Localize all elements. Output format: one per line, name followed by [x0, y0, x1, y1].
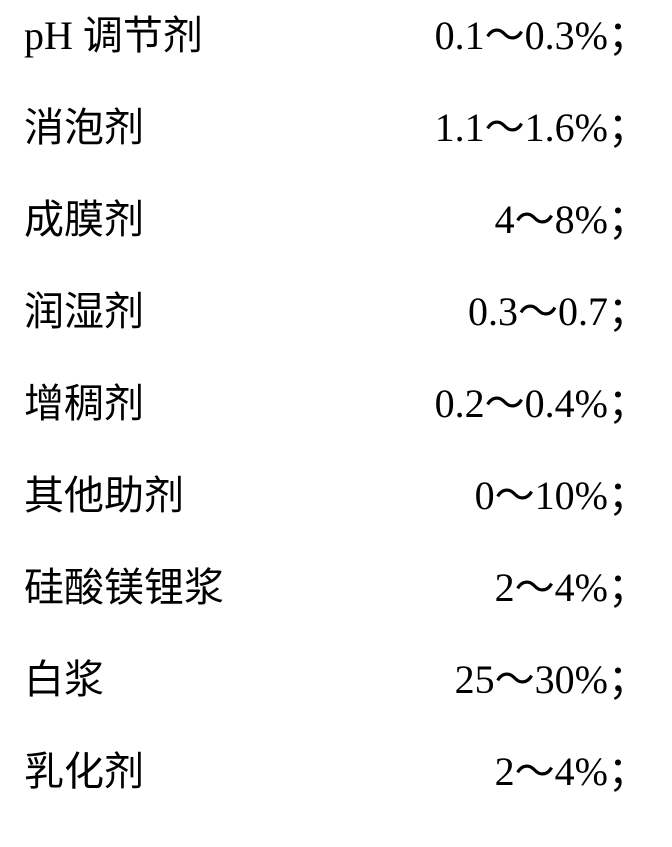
list-item: 成膜剂 4～8%；	[24, 200, 648, 240]
ingredient-label: 其他助剂	[24, 476, 184, 516]
list-item: 乳化剂 2～4%；	[24, 752, 648, 792]
ingredient-value: 0.2～0.4%；	[435, 384, 648, 424]
list-item: 增稠剂 0.2～0.4%；	[24, 384, 648, 424]
ingredient-value: 25～30%；	[455, 660, 648, 700]
ingredient-label: pH 调节剂	[24, 16, 203, 56]
ingredient-value: 0～10%；	[475, 476, 648, 516]
ingredient-list: pH 调节剂 0.1～0.3%； 消泡剂 1.1～1.6%； 成膜剂 4～8%；…	[0, 0, 672, 847]
ingredient-label: 成膜剂	[24, 200, 144, 240]
list-item: 其他助剂 0～10%；	[24, 476, 648, 516]
list-item: 白浆 25～30%；	[24, 660, 648, 700]
ingredient-value: 0.3～0.7；	[468, 292, 648, 332]
ingredient-label: 润湿剂	[24, 292, 144, 332]
list-item: 消泡剂 1.1～1.6%；	[24, 108, 648, 148]
ingredient-value: 4～8%；	[495, 200, 648, 240]
ingredient-value: 1.1～1.6%；	[435, 108, 648, 148]
list-item: 硅酸镁锂浆 2～4%；	[24, 568, 648, 608]
ingredient-label: 硅酸镁锂浆	[24, 568, 224, 608]
list-item: 润湿剂 0.3～0.7；	[24, 292, 648, 332]
list-item: pH 调节剂 0.1～0.3%；	[24, 16, 648, 56]
ingredient-value: 2～4%；	[495, 568, 648, 608]
ingredient-label: 增稠剂	[24, 384, 144, 424]
ingredient-label: 消泡剂	[24, 108, 144, 148]
ingredient-label: 乳化剂	[24, 752, 144, 792]
ingredient-value: 2～4%；	[495, 752, 648, 792]
ingredient-value: 0.1～0.3%；	[435, 16, 648, 56]
ingredient-label: 白浆	[24, 660, 104, 700]
